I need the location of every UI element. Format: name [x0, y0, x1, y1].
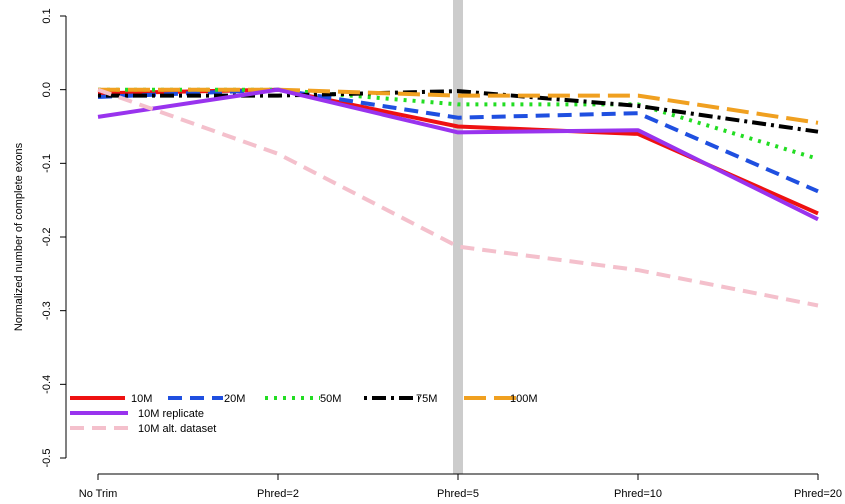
- legend-label: 10M: [131, 393, 152, 405]
- x-tick-label: Phred=20: [794, 488, 842, 500]
- series-line-10m-replicate: [97, 87, 819, 222]
- legend-label: 10M replicate: [138, 408, 204, 420]
- x-tick-label: Phred=5: [437, 488, 479, 500]
- y-tick-label: 0.1: [41, 8, 53, 23]
- highlight-layer: [453, 0, 463, 474]
- x-tick-label: No Trim: [79, 488, 118, 500]
- y-tick-label: 0.0: [41, 82, 53, 97]
- highlight-band: [453, 0, 463, 474]
- legend-label: 100M: [510, 393, 538, 405]
- y-tick-label: -0.4: [41, 375, 53, 394]
- y-tick-label: -0.5: [41, 449, 53, 468]
- legend: 10M 20M 50M 75M 100M 10M replicate 10M alt. da…: [70, 393, 538, 435]
- y-tick-label: -0.3: [41, 301, 53, 320]
- y-tick-label: -0.2: [41, 228, 53, 247]
- series-line-20m: [97, 87, 819, 194]
- legend-label: 20M: [224, 393, 245, 405]
- series-line-75m: [98, 89, 819, 134]
- legend-label: 10M alt. dataset: [138, 423, 216, 435]
- legend-label: 75M: [416, 393, 437, 405]
- series-layer: [97, 87, 819, 308]
- series-line-100m: [98, 87, 819, 125]
- axes: 0.1 0.0 -0.1 -0.2 -0.3 -0.4 -0.5 No Trim Phred=2…: [13, 8, 842, 500]
- y-axis-label: Normalized number of complete exons: [13, 142, 25, 331]
- x-tick-label: Phred=10: [614, 488, 662, 500]
- legend-label: 50M: [320, 393, 341, 405]
- y-tick-label: -0.1: [41, 154, 53, 173]
- x-tick-label: Phred=2: [257, 488, 299, 500]
